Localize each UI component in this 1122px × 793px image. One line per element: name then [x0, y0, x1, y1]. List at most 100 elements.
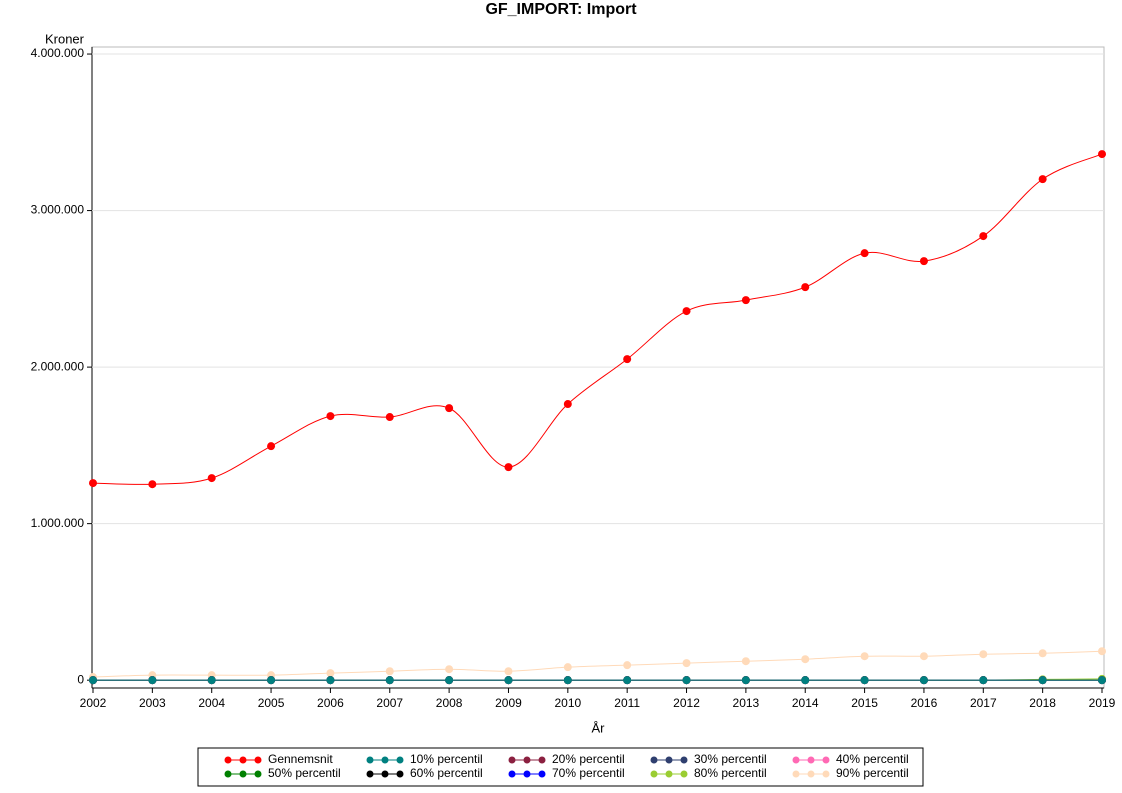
data-point	[267, 676, 276, 685]
data-point	[89, 479, 97, 488]
data-point	[563, 663, 572, 672]
data-point	[682, 307, 691, 316]
legend-label: 30% percentil	[694, 752, 767, 766]
legend-marker	[680, 756, 688, 764]
data-point	[741, 676, 750, 685]
x-tick-label: 2003	[139, 696, 166, 710]
legend-marker	[523, 770, 531, 778]
data-point	[504, 676, 513, 685]
data-point	[1098, 647, 1106, 656]
x-tick-label: 2019	[1089, 696, 1116, 710]
y-tick-label: 1.000.000	[31, 516, 85, 530]
data-point	[801, 655, 810, 664]
legend-marker	[792, 756, 800, 764]
series-line	[92, 153, 1103, 485]
data-point	[1098, 676, 1106, 685]
data-point	[1038, 649, 1047, 658]
data-point	[385, 413, 394, 422]
y-tick-label: 3.000.000	[31, 203, 85, 217]
data-point	[148, 676, 157, 685]
legend-marker	[650, 770, 658, 778]
data-point	[207, 474, 216, 483]
x-tick-label: 2007	[376, 696, 403, 710]
data-point	[682, 659, 691, 668]
legend-label: 80% percentil	[694, 766, 767, 780]
legend-label: 60% percentil	[410, 766, 483, 780]
x-tick-label: 2013	[733, 696, 760, 710]
legend-label: 50% percentil	[268, 766, 341, 780]
legend-marker	[538, 756, 546, 764]
data-point	[623, 661, 632, 670]
legend-marker	[239, 770, 247, 778]
data-point	[89, 676, 97, 685]
data-point	[1038, 175, 1047, 184]
data-point	[1038, 676, 1047, 685]
data-point	[860, 652, 869, 661]
x-tick-label: 2004	[198, 696, 225, 710]
data-point	[979, 650, 988, 659]
x-tick-label: 2002	[80, 696, 107, 710]
y-tick-label: 4.000.000	[31, 46, 85, 60]
legend-marker	[822, 756, 830, 764]
legend-marker	[508, 756, 516, 764]
x-tick-label: 2015	[851, 696, 878, 710]
legend-label: 20% percentil	[552, 752, 625, 766]
legend-marker	[224, 756, 232, 764]
data-point	[623, 676, 632, 685]
y-tick-label: 0	[77, 672, 84, 686]
legend-label: 90% percentil	[836, 766, 909, 780]
y-axis-label: Kroner	[45, 31, 85, 46]
data-point	[326, 412, 335, 421]
data-point	[1098, 150, 1106, 159]
legend-marker	[254, 770, 262, 778]
data-point	[385, 667, 394, 676]
data-point	[919, 652, 928, 661]
data-point	[148, 480, 157, 489]
legend-marker	[807, 756, 815, 764]
x-tick-label: 2009	[495, 696, 522, 710]
legend-marker	[396, 756, 404, 764]
data-point	[919, 257, 928, 266]
data-point	[623, 355, 632, 364]
x-tick-label: 2006	[317, 696, 344, 710]
legend-marker	[538, 770, 546, 778]
data-point	[563, 400, 572, 409]
x-tick-label: 2016	[911, 696, 938, 710]
legend-marker	[366, 770, 374, 778]
legend-marker	[523, 756, 531, 764]
data-point	[801, 676, 810, 685]
x-tick-label: 2018	[1029, 696, 1056, 710]
data-point	[860, 249, 869, 258]
x-tick-label: 2005	[258, 696, 285, 710]
data-point	[445, 404, 454, 413]
data-point	[207, 676, 216, 685]
x-axis-label: År	[592, 720, 606, 735]
data-point	[504, 463, 513, 472]
data-point	[445, 676, 454, 685]
legend-marker	[807, 770, 815, 778]
legend-marker	[680, 770, 688, 778]
legend-marker	[665, 756, 673, 764]
data-point	[682, 676, 691, 685]
legend-marker	[650, 756, 658, 764]
legend-marker	[508, 770, 516, 778]
x-tick-label: 2012	[673, 696, 700, 710]
x-tick-label: 2010	[554, 696, 581, 710]
data-point	[860, 676, 869, 685]
legend-label: 40% percentil	[836, 752, 909, 766]
legend-marker	[381, 770, 389, 778]
x-tick-label: 2011	[614, 696, 640, 710]
legend-box	[197, 747, 924, 787]
y-tick-label: 2.000.000	[31, 359, 85, 373]
x-tick-label: 2008	[436, 696, 463, 710]
data-point	[267, 442, 276, 451]
legend-marker	[381, 756, 389, 764]
data-point	[741, 296, 750, 305]
legend-marker	[224, 770, 232, 778]
legend-marker	[239, 756, 247, 764]
data-point	[979, 676, 988, 685]
data-point	[326, 669, 335, 678]
legend-marker	[366, 756, 374, 764]
data-point	[563, 676, 572, 685]
